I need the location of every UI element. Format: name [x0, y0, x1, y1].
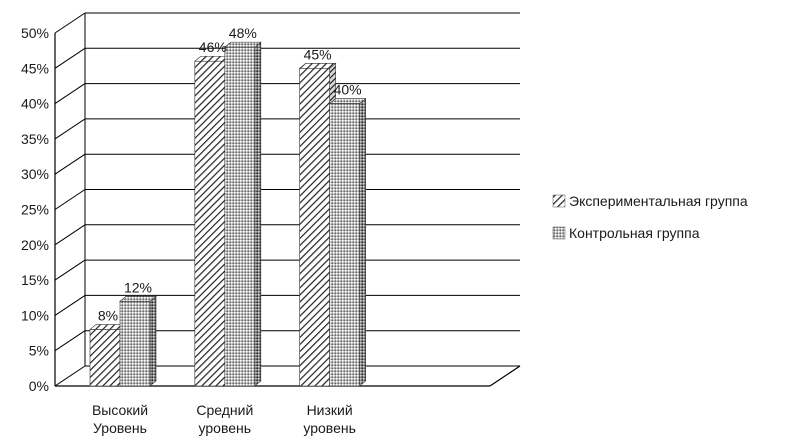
bar-front — [90, 330, 120, 386]
legend-swatch — [553, 227, 565, 239]
legend: Экспериментальная группа Контрольная груп… — [553, 193, 748, 241]
y-tick-label: 30% — [21, 166, 49, 182]
bar-series — [90, 42, 366, 386]
x-category-label: Средний уровень — [196, 402, 253, 436]
y-tick-label: 25% — [21, 202, 49, 218]
side-wall-gridline — [55, 119, 85, 139]
legend-item: Экспериментальная группа — [553, 193, 748, 209]
y-tick-label: 45% — [21, 60, 49, 76]
bar — [225, 42, 261, 386]
bar-side — [360, 99, 366, 386]
y-axis-tick-labels: 0% 5% 10% 15% 20% 25% 30% 35% 40% 45% 50% — [21, 25, 49, 394]
legend-label: Экспериментальная группа — [569, 193, 748, 209]
y-tick-label: 5% — [29, 343, 49, 359]
bar-front — [330, 104, 360, 386]
side-wall-gridline — [55, 225, 85, 245]
legend-item: Контрольная группа — [553, 225, 700, 241]
bar-front — [120, 301, 150, 386]
bar-front — [300, 68, 330, 386]
bar-top — [300, 63, 336, 68]
y-tick-label: 40% — [21, 96, 49, 112]
bar-top — [330, 99, 366, 104]
side-wall-gridline — [55, 260, 85, 280]
legend-label: Контрольная группа — [569, 225, 700, 241]
side-wall-gridline — [55, 154, 85, 174]
x-axis-category-labels: Высокий Уровень Средний уровень Низкий уровен… — [92, 402, 356, 436]
bar-front — [225, 47, 255, 386]
bar-top — [120, 296, 156, 301]
side-wall-gridline — [55, 13, 85, 33]
legend-swatch — [553, 195, 565, 207]
side-wall-gridline — [55, 190, 85, 210]
floor-right-edge — [490, 366, 520, 386]
bar-top — [225, 42, 261, 47]
data-label: 40% — [334, 82, 362, 98]
y-tick-label: 35% — [21, 131, 49, 147]
x-category-label: Низкий уровень — [303, 402, 356, 436]
side-wall-gridline — [55, 48, 85, 68]
y-tick-label: 50% — [21, 25, 49, 41]
side-wall-gridline — [55, 366, 85, 386]
side-wall-gridline — [55, 331, 85, 351]
data-label: 48% — [229, 25, 257, 41]
data-label: 45% — [304, 46, 332, 62]
data-label: 46% — [199, 39, 227, 55]
data-label: 8% — [98, 308, 118, 324]
y-tick-label: 10% — [21, 307, 49, 323]
bar — [120, 296, 156, 386]
y-tick-label: 0% — [29, 378, 49, 394]
y-tick-label: 15% — [21, 272, 49, 288]
bar-side — [255, 42, 261, 386]
bar-side — [150, 296, 156, 386]
bar-front — [195, 61, 225, 386]
bar — [330, 99, 366, 386]
y-tick-label: 20% — [21, 237, 49, 253]
side-wall-gridline — [55, 295, 85, 315]
side-wall-gridline — [55, 84, 85, 104]
data-label: 12% — [124, 279, 152, 295]
x-category-label: Высокий Уровень — [92, 402, 148, 436]
